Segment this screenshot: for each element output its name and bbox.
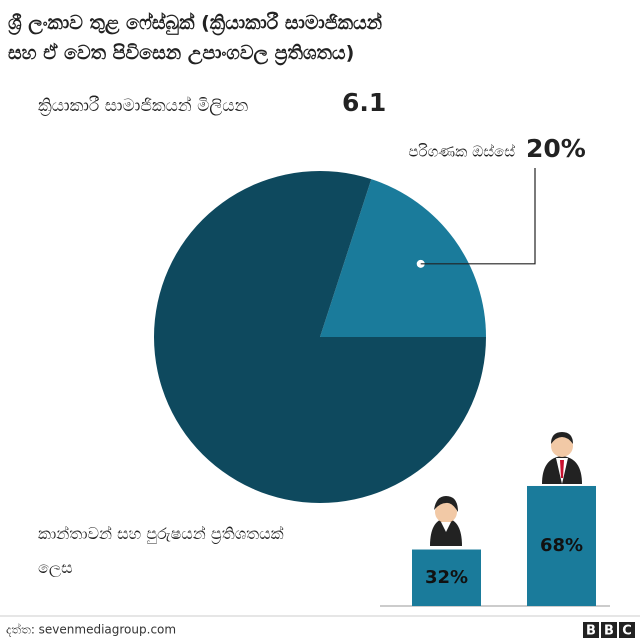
logo-box (601, 622, 617, 638)
subtitle-value: 6.1 (342, 88, 386, 117)
bar-value-label: 32% (425, 567, 468, 588)
pie-slice (320, 179, 486, 337)
slice-label: පරිගණක ඔස්සේ (408, 142, 515, 160)
leader-line (420, 168, 536, 265)
bar-value-label: 68% (540, 535, 583, 556)
logo-box (583, 622, 599, 638)
subtitle: ක්‍රියාකාරී සාමාජිකයන් මිලියන (38, 96, 248, 116)
logo-letter: B (604, 624, 614, 639)
logo-box (619, 622, 635, 638)
man-icon (542, 432, 582, 484)
logo-letter: C (622, 624, 632, 639)
slice-value-label: 20% (526, 134, 586, 163)
woman-icon (430, 496, 462, 546)
bar (527, 485, 596, 606)
title: ශ්‍රී ලංකාව තුළ ෆේස්බුක් (ක්‍රියාකාරී සා… (8, 12, 383, 64)
logo-letter: B (586, 624, 596, 639)
bar-title-line: ලෙස (38, 558, 73, 578)
bar-title-line: කාන්තාවන් සහ පුරුෂයන් ප්‍රතිශතයක් (38, 524, 284, 544)
source: දත්ත: sevenmediagroup.com (6, 622, 176, 636)
bar-title: කාන්තාවන් සහ පුරුෂයන් ප්‍රතිශතයක් ලෙස (38, 524, 284, 578)
bar (412, 549, 481, 606)
pie-slice (153, 170, 486, 503)
